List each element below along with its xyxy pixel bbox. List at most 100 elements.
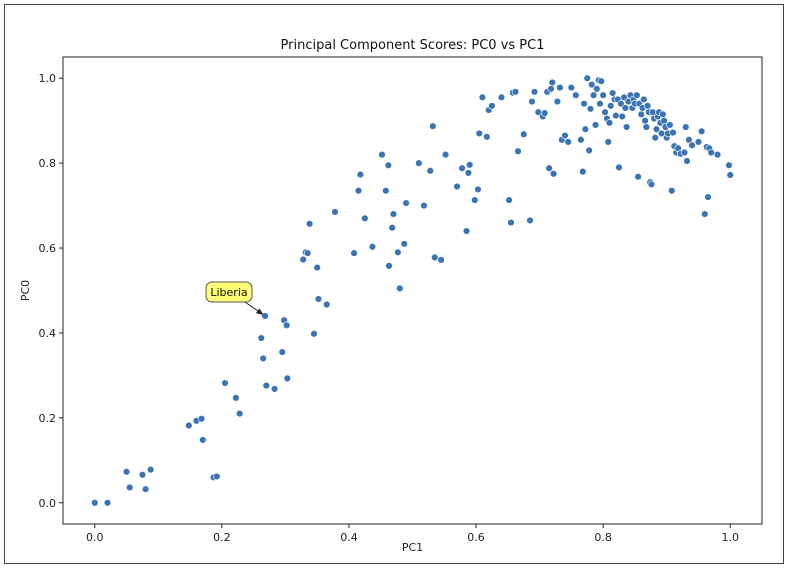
- data-point: [415, 159, 423, 167]
- data-point: [396, 284, 404, 293]
- data-point: [474, 185, 482, 194]
- data-point: [458, 164, 466, 172]
- data-point: [599, 91, 607, 99]
- data-point: [389, 210, 398, 218]
- x-axis: 0.0 0.2 0.4 0.6 0.8 1.0: [86, 524, 739, 544]
- data-point: [545, 164, 553, 172]
- data-point: [138, 471, 147, 479]
- x-tick-label: 0.0: [86, 531, 104, 544]
- data-point: [400, 240, 408, 248]
- annotation-arrow: [244, 301, 260, 313]
- data-point: [618, 112, 626, 121]
- data-point: [471, 196, 479, 204]
- data-point: [585, 146, 593, 155]
- data-point: [683, 157, 691, 165]
- data-point: [561, 131, 569, 140]
- data-point: [426, 167, 434, 175]
- data-point: [378, 150, 386, 159]
- data-point: [385, 262, 393, 270]
- data-point: [221, 379, 229, 387]
- x-tick-label: 0.6: [467, 531, 485, 544]
- data-point: [640, 95, 648, 104]
- data-point: [641, 116, 649, 125]
- data-point: [601, 108, 609, 116]
- data-point: [680, 148, 689, 157]
- data-point: [528, 97, 536, 106]
- data-point: [647, 180, 656, 189]
- data-point: [453, 182, 461, 191]
- data-point: [586, 105, 595, 113]
- data-point: [713, 150, 722, 159]
- data-point: [126, 483, 134, 492]
- data-point: [612, 111, 620, 120]
- data-point: [278, 348, 286, 356]
- data-point: [682, 123, 690, 131]
- data-point: [384, 161, 393, 169]
- data-point: [382, 187, 390, 195]
- scatter-chart: Principal Component Scores: PC0 vs PC1 0…: [19, 38, 763, 554]
- data-point: [666, 121, 674, 129]
- data-point: [633, 91, 641, 99]
- data-point: [283, 374, 292, 383]
- data-point: [361, 214, 369, 223]
- data-point: [257, 334, 265, 342]
- data-point: [694, 138, 703, 146]
- y-axis-title: PC0: [19, 280, 32, 301]
- data-point: [726, 171, 734, 179]
- data-point: [478, 93, 487, 102]
- data-point: [282, 321, 291, 330]
- data-point: [431, 253, 439, 262]
- chart-title: Principal Component Scores: PC0 vs PC1: [281, 38, 545, 53]
- data-point: [146, 465, 155, 474]
- data-point: [583, 74, 591, 82]
- data-point: [462, 227, 471, 235]
- y-tick-label: 0.0: [39, 497, 57, 510]
- data-point: [91, 499, 99, 507]
- data-point: [213, 472, 221, 481]
- data-point: [350, 249, 358, 257]
- x-tick-label: 0.4: [340, 531, 358, 544]
- data-point: [580, 99, 588, 108]
- data-point: [701, 210, 709, 218]
- data-point: [354, 187, 363, 195]
- data-point: [520, 130, 528, 138]
- data-point: [530, 88, 539, 96]
- data-point: [669, 128, 677, 137]
- data-point: [141, 485, 150, 493]
- data-point: [577, 136, 585, 144]
- data-point: [659, 110, 667, 119]
- data-point: [725, 161, 733, 169]
- data-point: [593, 85, 601, 93]
- data-point: [591, 121, 600, 129]
- data-point: [643, 102, 652, 110]
- data-point: [540, 109, 549, 117]
- data-point: [197, 415, 206, 423]
- data-point: [420, 201, 428, 210]
- data-point: [622, 123, 631, 131]
- x-tick-label: 0.2: [213, 531, 231, 544]
- data-point: [567, 83, 576, 92]
- data-point: [548, 78, 556, 87]
- annotation: Liberia: [205, 281, 264, 315]
- data-point: [704, 193, 712, 201]
- annotation-box: [205, 281, 253, 303]
- data-point: [652, 125, 661, 133]
- plot-area: [62, 56, 763, 525]
- data-points: [91, 74, 734, 507]
- data-point: [199, 436, 207, 444]
- data-point: [429, 122, 437, 130]
- data-point: [488, 102, 496, 110]
- data-point: [331, 208, 339, 216]
- data-point: [368, 243, 377, 251]
- y-tick-label: 1.0: [39, 72, 57, 85]
- data-point: [262, 381, 271, 390]
- data-point: [685, 136, 693, 144]
- data-point: [232, 394, 240, 402]
- data-point: [303, 249, 312, 257]
- data-point: [688, 141, 696, 150]
- data-point: [526, 216, 534, 225]
- data-point: [464, 169, 473, 177]
- data-point: [310, 330, 318, 338]
- figure-frame: Principal Component Scores: PC0 vs PC1 0…: [4, 4, 784, 564]
- data-point: [441, 150, 450, 159]
